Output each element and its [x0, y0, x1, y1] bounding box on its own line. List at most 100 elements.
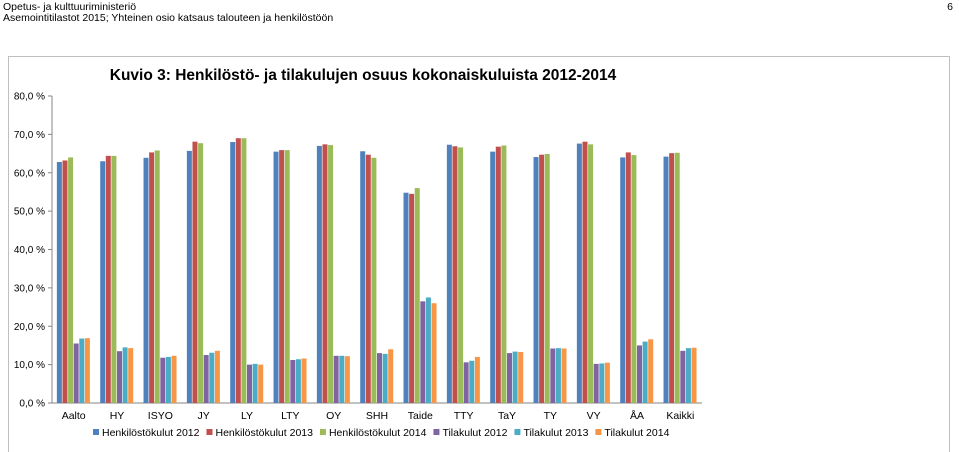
x-tick-label: VY: [587, 410, 601, 422]
x-tick-label: HY: [110, 410, 125, 422]
bar: [295, 359, 301, 403]
bar: [105, 155, 111, 403]
bar: [642, 341, 648, 403]
legend-swatch: [595, 429, 602, 435]
x-tick-label: Kaikki: [666, 410, 694, 422]
bar: [637, 345, 642, 403]
bar: [149, 152, 155, 403]
x-tick-label: ÅA: [630, 409, 644, 422]
bar: [62, 160, 68, 403]
bar: [56, 162, 62, 403]
bar: [620, 157, 626, 403]
bar: [301, 358, 307, 403]
x-tick-label: ISYO: [148, 410, 173, 422]
bar: [171, 355, 177, 403]
x-tick-label: SHH: [366, 410, 388, 422]
bar: [452, 146, 458, 403]
y-tick-label: 30,0 %: [14, 283, 45, 294]
bar: [599, 363, 605, 403]
y-tick-label: 50,0 %: [14, 207, 45, 218]
bar: [648, 339, 654, 403]
chart-title: Kuvio 3: Henkilöstö- ja tilakulujen osuu…: [110, 67, 617, 84]
bar: [186, 150, 192, 403]
bar: [117, 351, 122, 403]
bars: [56, 138, 697, 404]
bar: [214, 350, 220, 403]
bar: [388, 349, 394, 403]
bar: [582, 141, 588, 404]
bar: [685, 348, 691, 403]
legend: Henkilöstökulut 2012 Henkilöstökulut 2013…: [93, 427, 670, 439]
bar: [495, 146, 501, 403]
bar: [507, 353, 512, 403]
legend-label: Tilakulut 2014: [604, 427, 669, 439]
bar: [84, 338, 90, 403]
bar: [365, 154, 371, 403]
header-subtitle: Asemointitilastot 2015; Yhteinen osio ka…: [3, 12, 334, 24]
bar: [663, 156, 669, 403]
bar: [593, 363, 599, 403]
bar: [328, 145, 334, 403]
bar: [192, 141, 198, 404]
bar: [604, 362, 610, 403]
bar: [333, 355, 339, 403]
x-axis: Aalto HY ISYO JY LY LTY OY SHH Taide TTY TaY TY VY ÅA…: [52, 402, 702, 422]
legend-label: Henkilöstökulut 2012: [102, 427, 200, 439]
bar: [669, 153, 675, 403]
bar: [550, 348, 556, 403]
chart-frame: [8, 56, 950, 452]
bar: [100, 161, 106, 403]
bar: [252, 363, 258, 403]
bar: [203, 355, 209, 403]
bar: [674, 152, 680, 403]
bar: [409, 193, 415, 403]
bar: [625, 152, 631, 403]
bar: [463, 362, 469, 403]
x-tick-label: LY: [241, 410, 253, 422]
bar: [344, 356, 350, 403]
bar: [68, 157, 74, 403]
bar: [631, 155, 637, 403]
bar: [247, 364, 252, 404]
x-tick-label: TY: [544, 410, 557, 422]
x-tick-label: LTY: [281, 410, 299, 422]
bar: [290, 360, 296, 403]
y-axis: 0,0 % 10,0 % 20,0 % 30,0 % 40,0 % 50,0 % 60,0 …: [14, 92, 53, 410]
bar: [360, 151, 366, 403]
bar: [122, 347, 128, 403]
legend-label: Henkilöstökulut 2014: [329, 427, 427, 439]
legend-swatch: [93, 429, 99, 435]
y-tick-label: 0,0 %: [19, 399, 45, 410]
bar: [533, 157, 539, 403]
bar: [241, 138, 247, 403]
bar: [474, 356, 480, 403]
y-tick-label: 10,0 %: [14, 360, 45, 371]
legend-swatch: [433, 429, 440, 435]
y-tick-label: 40,0 %: [14, 245, 45, 256]
legend-swatch: [319, 429, 326, 435]
y-tick-label: 80,0 %: [14, 92, 45, 103]
bar: [79, 338, 85, 403]
legend-swatch: [514, 429, 521, 435]
y-tick-label: 20,0 %: [14, 322, 45, 333]
bar: [420, 301, 426, 403]
x-tick-label: TTY: [454, 410, 474, 422]
legend-label: Tilakulut 2013: [523, 427, 588, 439]
bar: [143, 157, 149, 403]
bar: [512, 351, 518, 403]
bar: [425, 297, 431, 403]
x-tick-label: Taide: [408, 410, 433, 422]
header-ministry: Opetus- ja kulttuuriministeriö: [3, 1, 137, 13]
bar: [165, 356, 171, 403]
y-tick-label: 70,0 %: [14, 130, 45, 141]
bar: [284, 150, 290, 403]
bar: [539, 154, 545, 403]
bar: [154, 150, 160, 403]
bar: [111, 155, 117, 403]
bar: [561, 348, 567, 403]
bar: [469, 360, 475, 403]
bar: [555, 348, 561, 403]
bar: [160, 357, 166, 403]
bar: [230, 142, 236, 404]
